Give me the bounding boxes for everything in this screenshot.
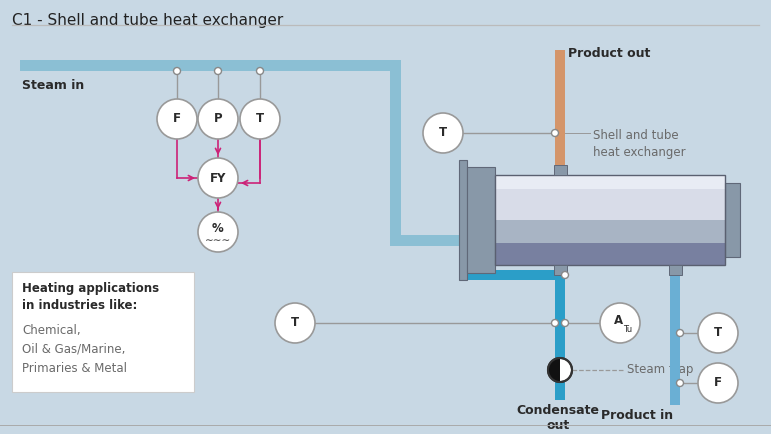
Bar (495, 188, 725, 220)
Text: FY: FY (210, 171, 226, 184)
Text: Product in: Product in (601, 409, 673, 422)
Circle shape (173, 68, 180, 75)
Wedge shape (548, 358, 560, 382)
Circle shape (551, 319, 558, 326)
Bar (669, 265, 682, 275)
Text: Shell and tube
heat exchanger: Shell and tube heat exchanger (593, 129, 685, 159)
Bar (459, 160, 467, 280)
Bar (670, 275, 680, 405)
Bar (390, 235, 465, 246)
Text: T: T (256, 112, 264, 125)
Text: Tu: Tu (624, 325, 632, 333)
Circle shape (698, 313, 738, 353)
Circle shape (275, 303, 315, 343)
Bar (555, 275, 565, 400)
Bar (554, 265, 567, 275)
Circle shape (157, 99, 197, 139)
Text: Condensate
out: Condensate out (517, 404, 600, 432)
Circle shape (240, 99, 280, 139)
Text: Steam in: Steam in (22, 79, 84, 92)
Circle shape (600, 303, 640, 343)
Text: Chemical,
Oil & Gas/Marine,
Primaries & Metal: Chemical, Oil & Gas/Marine, Primaries & … (22, 324, 127, 375)
Text: T: T (291, 316, 299, 329)
FancyArrowPatch shape (671, 283, 679, 292)
Text: P: P (214, 112, 222, 125)
Bar (467, 167, 495, 273)
Circle shape (561, 319, 568, 326)
Circle shape (198, 99, 238, 139)
Text: T: T (439, 126, 447, 139)
Circle shape (198, 212, 238, 252)
FancyArrowPatch shape (469, 234, 483, 247)
FancyArrowPatch shape (556, 55, 564, 64)
Bar (495, 243, 725, 265)
FancyBboxPatch shape (12, 272, 194, 392)
Bar (495, 175, 725, 188)
Bar (554, 165, 567, 175)
Text: Product out: Product out (568, 47, 651, 60)
Circle shape (257, 68, 264, 75)
FancyArrowPatch shape (556, 388, 564, 397)
Bar (555, 50, 565, 165)
Circle shape (561, 272, 568, 279)
Bar (459, 270, 565, 280)
Bar (390, 60, 401, 235)
Text: %: % (212, 221, 224, 234)
Text: C1 - Shell and tube heat exchanger: C1 - Shell and tube heat exchanger (12, 13, 283, 28)
Circle shape (214, 68, 221, 75)
Circle shape (198, 158, 238, 198)
Circle shape (676, 379, 684, 387)
Text: F: F (714, 377, 722, 389)
Circle shape (676, 329, 684, 336)
Circle shape (423, 113, 463, 153)
Circle shape (548, 358, 572, 382)
Text: T: T (714, 326, 722, 339)
Text: F: F (173, 112, 181, 125)
Text: ∼∼∼: ∼∼∼ (205, 235, 231, 245)
Text: Heating applications
in industries like:: Heating applications in industries like: (22, 282, 159, 312)
Bar (495, 220, 725, 243)
Text: Steam trap: Steam trap (627, 364, 693, 377)
Text: A: A (614, 313, 624, 326)
Circle shape (551, 129, 558, 137)
Bar (20, 60, 390, 71)
Bar (495, 175, 725, 265)
Circle shape (698, 363, 738, 403)
Bar (725, 183, 740, 257)
